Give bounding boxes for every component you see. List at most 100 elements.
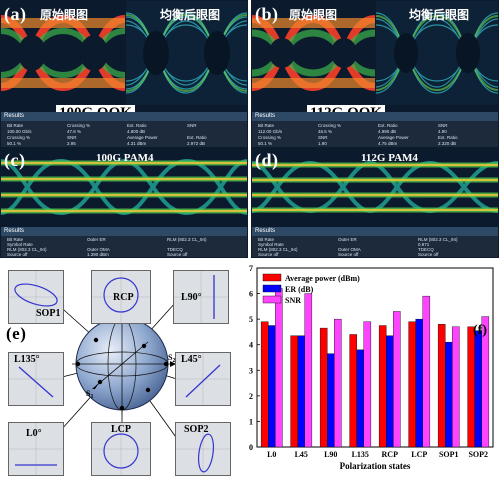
scope-label-sop2: SOP2 [184,424,209,435]
panel-e: S3 S2 S1 SOP1 RCP L90° L135° [0,262,235,477]
x-tick-label: RCP [382,450,399,459]
eye-diagram-c-pam4 [1,149,247,225]
scope-rcp [91,270,151,324]
bar-l90-2 [334,318,342,448]
x-tick-label: L0 [267,450,276,459]
scope-l0 [8,422,64,476]
x-tick-label: L45 [295,450,308,459]
eye-a-eq-svg [126,1,247,105]
result-b-cell: SNR [318,135,328,140]
eye-d-svg [252,149,498,225]
y-tick-label: 5 [249,315,253,324]
polarization-circle [103,277,139,313]
bar-l45-2 [304,293,313,448]
bar-sop1-2 [452,326,460,448]
y-tick-label: 0 [249,443,253,452]
results-panel-b: Results Bit Rate Crossing % Ext. Ratio S… [252,112,498,147]
panel-label-d: (d) [255,150,279,170]
result-c-cell: RLM (802.3 CL_94) [167,237,207,242]
bar-sop2-2 [481,316,490,448]
scope-l135-svg [9,353,63,405]
axis-s1: S1 [86,389,93,400]
legend-swatch [262,273,282,282]
scope-label-l45: L45° [181,354,202,365]
y-tick-label: 3 [249,366,253,375]
bar-l0-0 [260,321,269,448]
result-b-cell: Ext. Ratio [438,135,458,140]
y-tick-label: 2 [249,392,253,401]
scope-l45-svg [176,353,230,405]
result-a-cell: 2.972 dB [187,141,206,146]
result-b-cell: Average Power [378,135,409,140]
x-tick-label: SOP1 [439,450,459,459]
polarization-line [18,366,54,398]
result-b-cell: 50.1 % [258,141,273,146]
result-d-cell: Bit Rate [258,237,275,242]
panel-f-chart: 0 1 2 3 4 5 6 7 L0 L45 L90 L135 RCP LCP SOP1 SOP2 Polari… [235,262,499,477]
scope-lcp [91,422,151,476]
panel-label-e: (e) [6,324,27,343]
legend-swatch [262,295,282,304]
eye-a-raw-svg [1,1,125,105]
result-c-cell: RLM (802.3 CL_94) [7,247,47,252]
scope-l0-svg [9,423,63,475]
bar-rcp-0 [378,325,387,448]
scope-label-lcp: LCP [111,424,131,435]
bar-rcp-1 [386,335,394,448]
scope-sop1 [8,270,64,324]
scope-label-l90: L90° [181,292,202,303]
axis-s2: S2 [168,353,175,364]
result-c-cell: 1.390 dBm [87,252,109,257]
scope-lcp-svg [92,423,150,475]
scope-label-l0: L0° [26,428,42,439]
bar-l135-0 [349,334,357,448]
result-a-cell: 47.6 % [67,129,82,134]
eye-b-eq-svg [376,1,498,105]
results-title-b: Results [255,113,276,119]
bar-l90-0 [319,327,328,448]
results-title-c: Results [4,228,25,234]
bar-l135-2 [363,321,372,448]
bar-l90-1 [327,353,335,448]
eye-b-raw-svg [252,1,375,105]
result-d-cell: RLM (802.3 CL_94) [418,237,458,242]
eye-c-svg [1,149,247,225]
panel-a: (a) 原始眼图 均衡后眼图 100G OOK Results Bit Rate… [0,0,248,148]
result-a-cell: 2.95 [67,141,76,146]
result-b-cell: SNR [438,123,448,128]
polarization-line [185,364,221,398]
bar-sop1-1 [445,341,453,448]
caption-c: 100G PAM4 [96,152,154,164]
y-tick-label: 6 [249,290,253,299]
panel-label-a: (a) [4,4,27,24]
panel-label-c: (c) [4,150,26,170]
poincare-diagram-svg: S3 S2 S1 [49,301,181,441]
result-b-cell: 1.90 [318,141,327,146]
result-c-cell: Source off [167,252,188,257]
bar-sop2-0 [467,326,475,448]
bar-rcp-2 [393,311,401,448]
scope-label-rcp: RCP [113,292,134,303]
result-a-cell: Ext. Ratio [127,123,147,128]
title-equalized-eye-b: 均衡后眼图 [409,8,470,22]
polarization-ellipse [14,283,58,307]
results-title-a: Results [4,113,25,119]
eye-diagram-a-raw [1,1,125,105]
result-a-cell: Average Power [127,135,158,140]
bar-l45-1 [297,335,305,448]
x-tick-label: L90 [324,450,337,459]
panel-label-b: (b) [255,4,279,24]
result-b-cell: 2.320 dB [438,141,457,146]
result-d-cell: Outer ER [338,237,357,242]
result-a-cell: Ext. Ratio [187,135,207,140]
scope-l45 [175,352,231,406]
result-c-cell: TDECQ [167,247,183,252]
result-d-cell: Outer OMA [338,247,361,252]
result-a-cell: SNR [67,135,77,140]
scope-l90 [173,270,229,324]
result-a-cell: 4.800 dB [127,129,146,134]
results-title-d: Results [255,228,276,234]
result-b-cell: Bit Rate [258,123,275,128]
result-d-cell: RLM (802.3 CL_94) [258,247,298,252]
bar-l0-2 [275,288,283,448]
